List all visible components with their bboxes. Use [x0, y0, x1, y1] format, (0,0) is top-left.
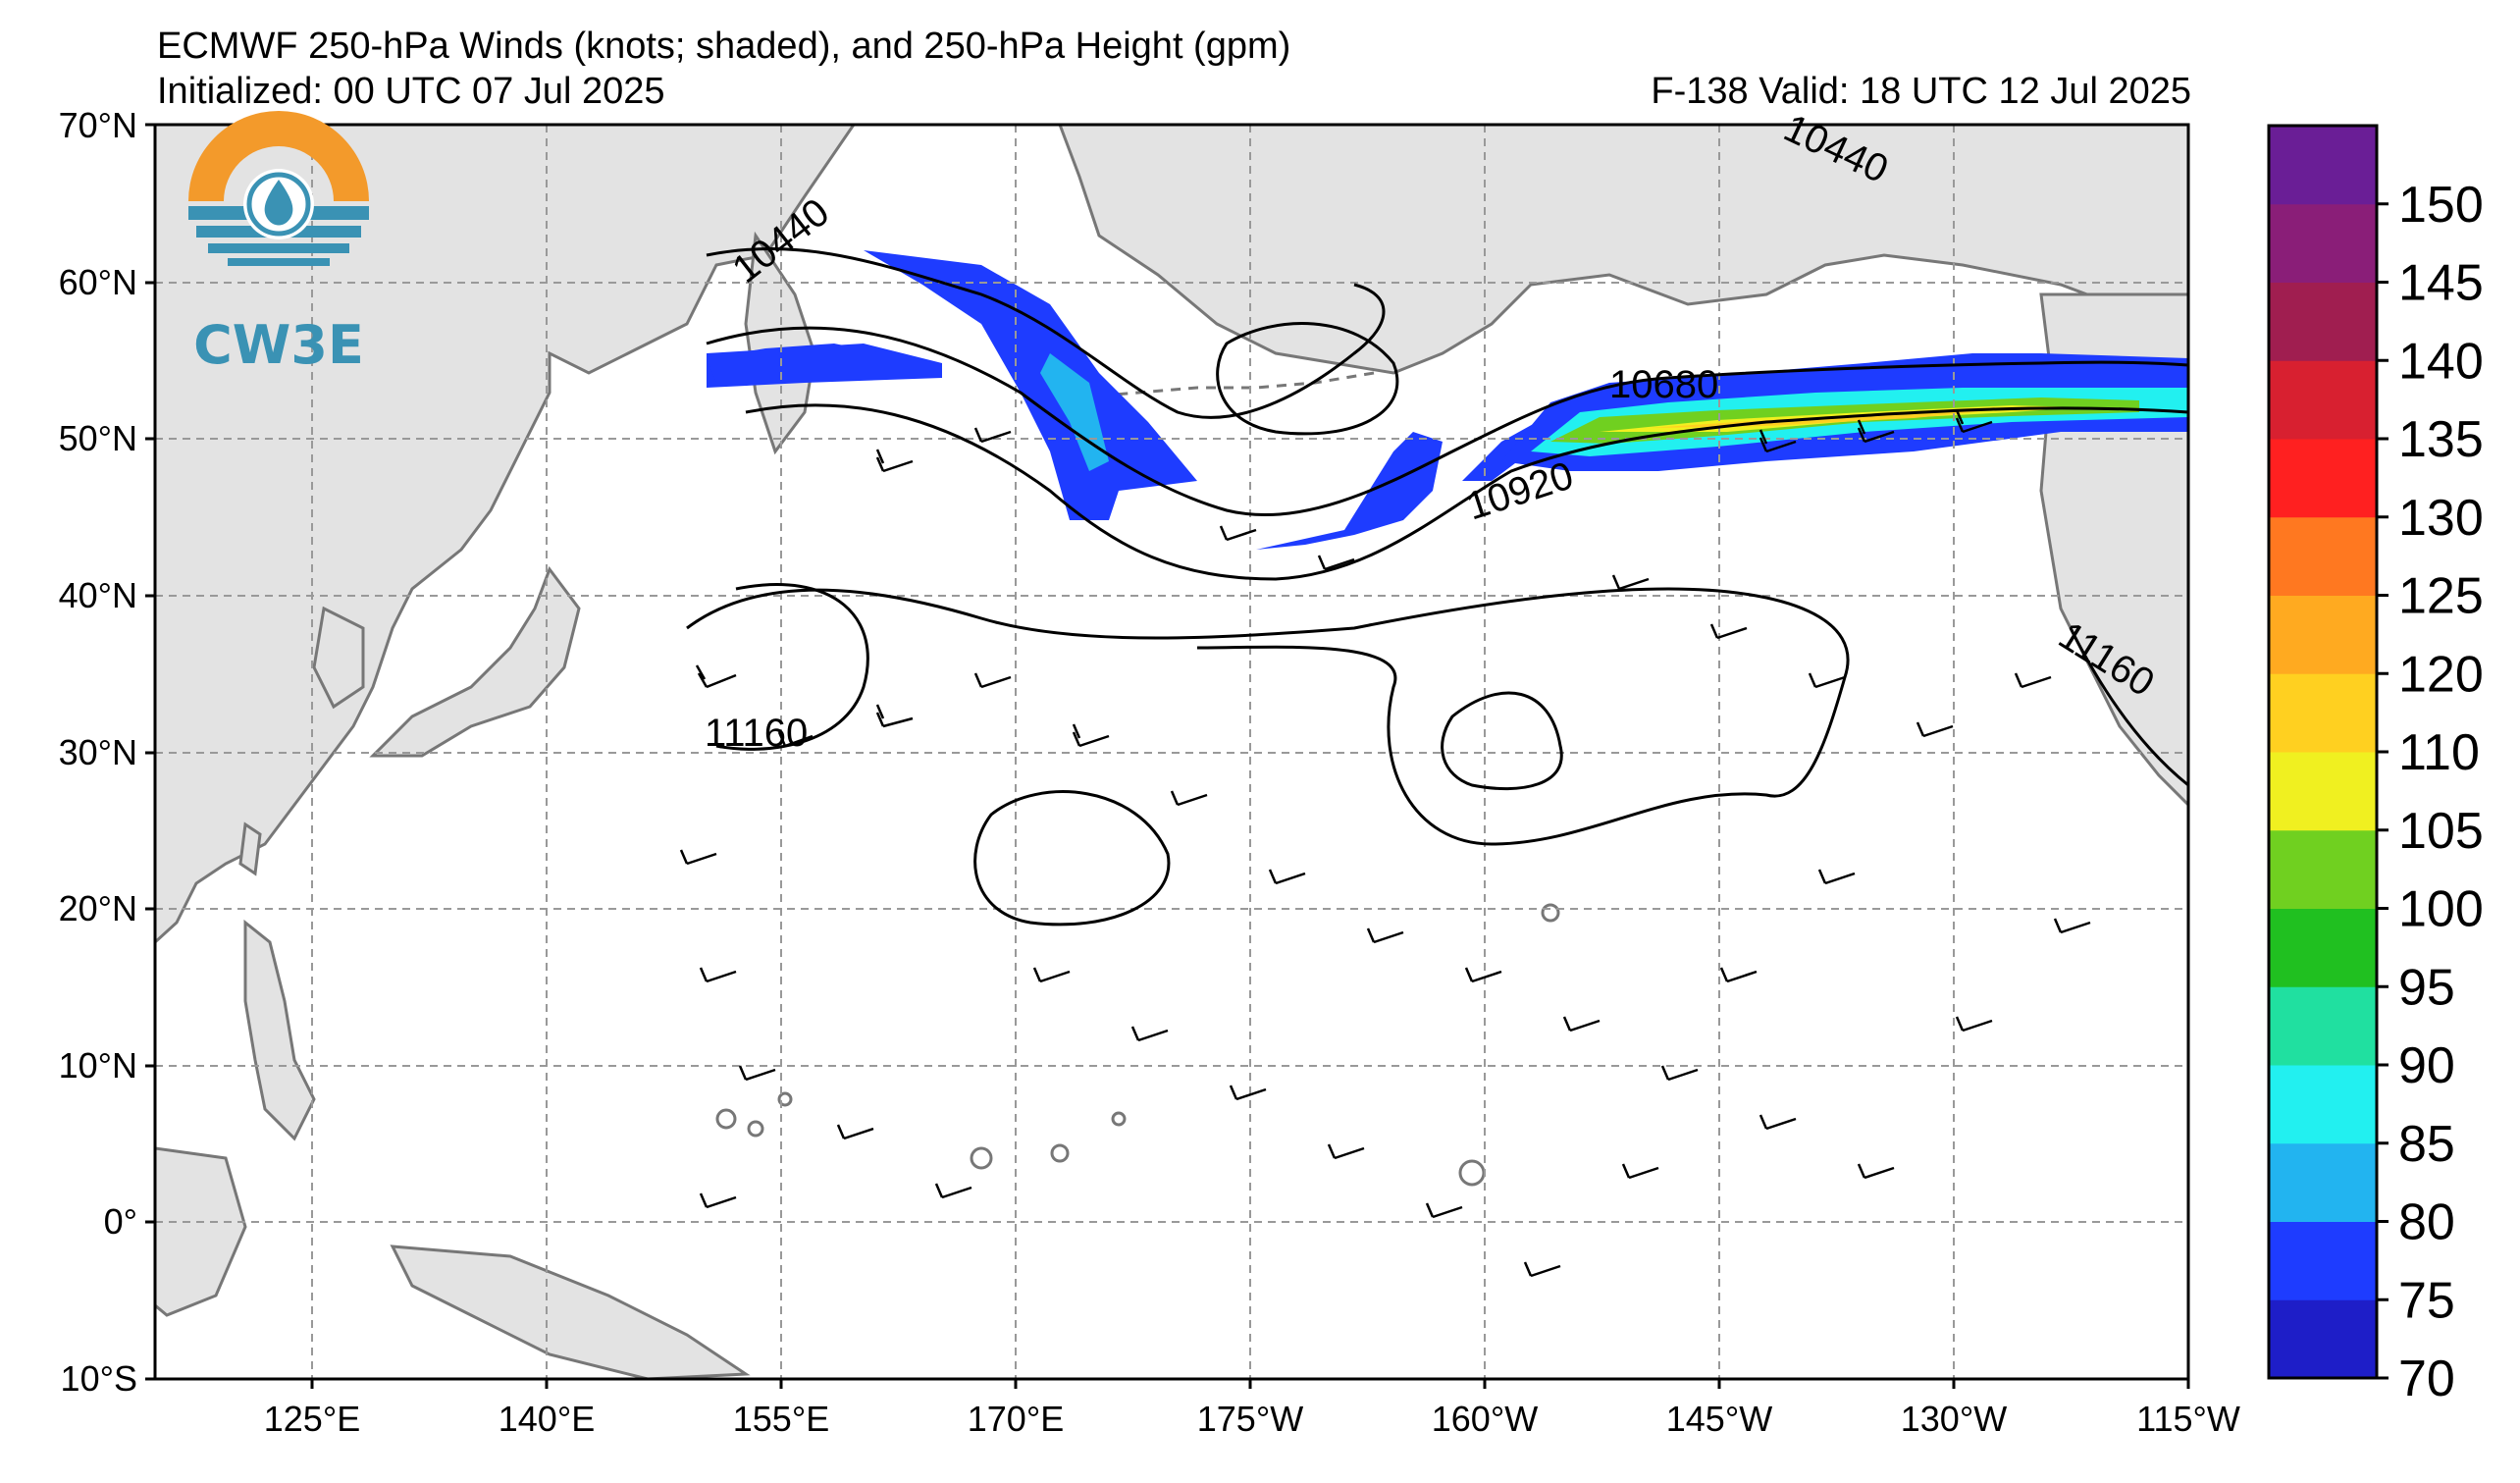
contour-label-10680: 10680 [1609, 363, 1718, 406]
lat-label: 10°S [61, 1358, 137, 1399]
pacific-islands [715, 903, 1560, 1187]
lat-label: 10°N [59, 1045, 137, 1086]
latitude-labels: 70°N 60°N 50°N 40°N 30°N 20°N 10°N 0° 10… [59, 105, 137, 1399]
contour-10440 [706, 247, 1386, 419]
lon-label: 130°W [1901, 1399, 2007, 1439]
borneo [155, 1146, 247, 1317]
colorbar-label: 75 [2398, 1272, 2455, 1329]
lat-label: 70°N [59, 105, 137, 145]
lat-label: 60°N [59, 262, 137, 302]
colorbar-label: 120 [2398, 646, 2484, 703]
korea [312, 606, 365, 710]
colorbar-swatch [2269, 829, 2377, 909]
jet-central [864, 250, 1197, 520]
jet-west-asia [707, 344, 883, 383]
longitude-labels: 125°E 140°E 155°E 170°E 175°W 160°W 145°… [264, 1399, 2240, 1439]
colorbar-label: 150 [2398, 177, 2484, 234]
taiwan [238, 821, 262, 876]
cw3e-logo: CW3E [188, 111, 369, 376]
lat-label: 20°N [59, 888, 137, 928]
colorbar-label: 70 [2398, 1351, 2455, 1407]
colorbar-label: 90 [2398, 1037, 2455, 1094]
water-drop-icon [264, 180, 293, 226]
contour-11160-east [2069, 627, 2188, 787]
lat-label: 0° [104, 1201, 137, 1242]
colorbar-swatch [2269, 360, 2377, 440]
logo-text: CW3E [193, 314, 364, 376]
colorbar-label: 145 [2398, 255, 2484, 312]
contour-10920 [745, 403, 2188, 581]
contour-10680 [706, 326, 2188, 516]
colorbar-swatch [2269, 908, 2377, 987]
asia-landmass [155, 125, 856, 945]
colorbar-label: 130 [2398, 490, 2484, 547]
colorbar-swatch [2269, 752, 2377, 831]
colorbar-label: 110 [2398, 724, 2480, 781]
initialized-time: Initialized: 00 UTC 07 Jul 2025 [157, 71, 665, 112]
lon-label: 175°W [1197, 1399, 1303, 1439]
jet-loop [1256, 432, 1443, 550]
colorbar-label: 140 [2398, 333, 2484, 390]
map-title: ECMWF 250-hPa Winds (knots; shaded), and… [157, 26, 1291, 67]
lat-label: 30°N [59, 732, 137, 772]
graticule [155, 125, 2188, 1379]
wind-barbs [679, 409, 2091, 1278]
contour-label-11160-west: 11160 [705, 712, 808, 755]
tick-marks [145, 123, 2190, 1389]
colorbar-swatch [2269, 439, 2377, 518]
colorbar-swatch [2269, 282, 2377, 361]
colorbar-label: 105 [2398, 803, 2484, 860]
philippines [243, 919, 316, 1141]
lon-label: 155°E [733, 1399, 829, 1439]
lon-label: 160°W [1432, 1399, 1538, 1439]
colorbar-swatch [2269, 1065, 2377, 1144]
lat-label: 50°N [59, 418, 137, 458]
valid-time: F-138 Valid: 18 UTC 12 Jul 2025 [1651, 71, 2191, 112]
colorbar-swatch [2269, 1142, 2377, 1222]
colorbar-label: 125 [2398, 568, 2484, 625]
colorbar-swatch [2269, 1221, 2377, 1300]
colorbar-swatch [2269, 126, 2377, 205]
jet-central-core [1040, 353, 1109, 471]
contour-high-center [1441, 691, 1563, 791]
contour-11160-west [715, 583, 869, 751]
colorbar-swatch [2269, 1299, 2377, 1379]
colorbar-label: 95 [2398, 959, 2455, 1016]
lon-label: 140°E [499, 1399, 595, 1439]
colorbar-swatch [2269, 203, 2377, 283]
colorbar-swatch [2269, 986, 2377, 1066]
lon-label: 125°E [264, 1399, 360, 1439]
height-contours [686, 247, 2188, 927]
contour-11160-outer [686, 587, 1850, 846]
land-masses [155, 125, 2188, 1379]
colorbar-swatch [2269, 595, 2377, 674]
colorbar-label: 135 [2398, 411, 2484, 468]
colorbar-label: 85 [2398, 1116, 2455, 1173]
lon-label: 170°E [968, 1399, 1064, 1439]
contour-closed-sub [973, 790, 1171, 927]
lon-label: 115°W [2136, 1399, 2240, 1439]
colorbar-swatch [2269, 673, 2377, 753]
lon-label: 145°W [1666, 1399, 1772, 1439]
new-guinea [390, 1245, 751, 1379]
colorbar: 70 75 80 85 90 95 100 105 110 120 125 130 135 140 145 1… [2267, 124, 2484, 1407]
kamchatka [744, 231, 816, 455]
colorbar-label: 80 [2398, 1194, 2455, 1251]
colorbar-label: 100 [2398, 881, 2484, 938]
lat-label: 40°N [59, 575, 137, 615]
japan [369, 565, 581, 758]
colorbar-swatch [2269, 516, 2377, 596]
contour-bering-low [1216, 322, 1399, 436]
